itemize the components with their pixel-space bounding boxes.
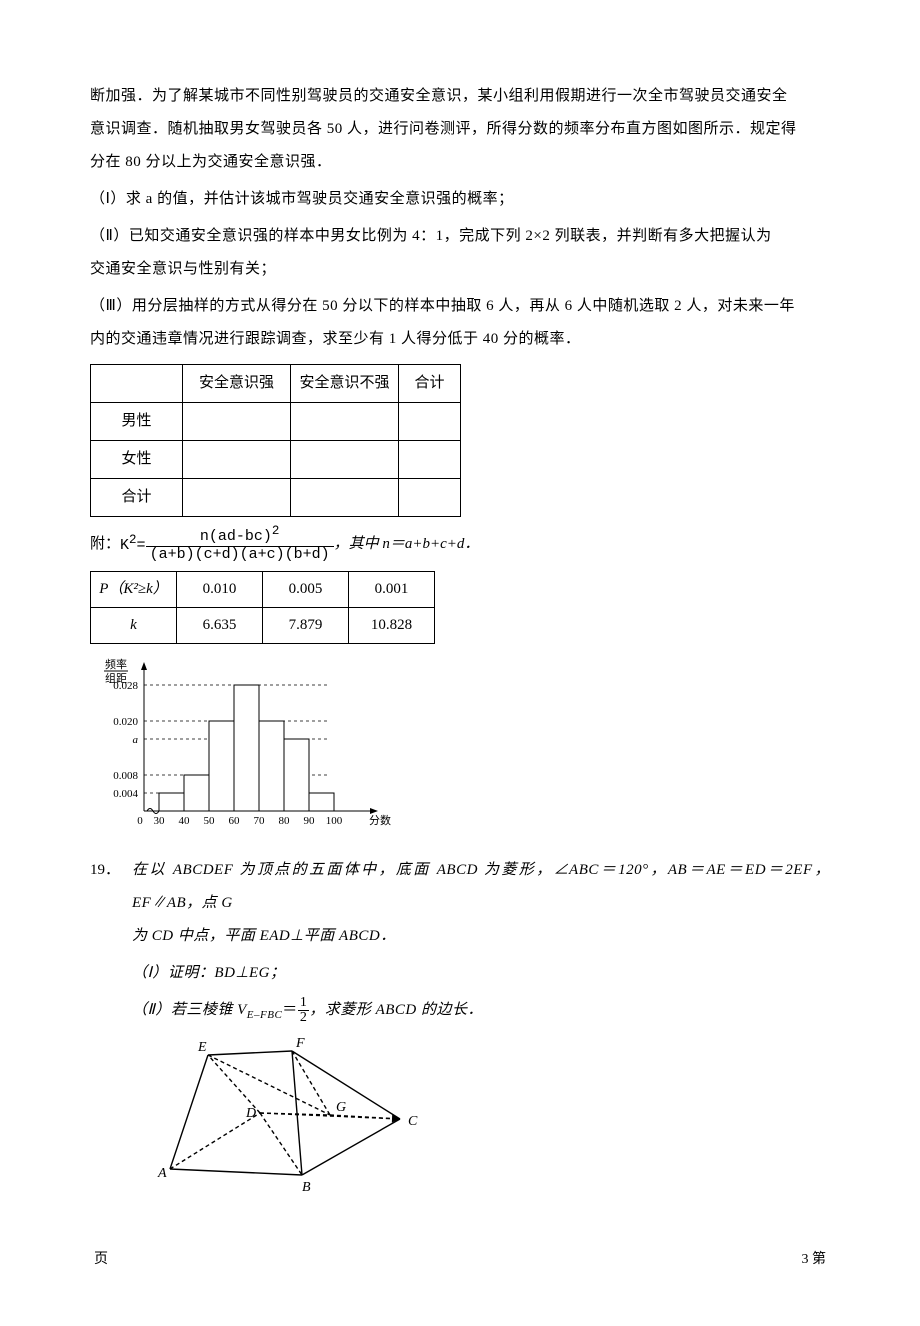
table-row: 安全意识强 安全意识不强 合计 (91, 365, 461, 403)
part-1: （Ⅰ）求 a 的值，并估计该城市驾驶员交通安全意识强的概率； (90, 183, 830, 216)
cell: k (91, 608, 177, 644)
footer-right: 3 第 (802, 1245, 827, 1276)
svg-text:G: G (336, 1100, 346, 1115)
part-2b: 交通安全意识与性别有关； (90, 253, 830, 286)
svg-text:a: a (133, 734, 139, 746)
formula-lhs: K (120, 537, 129, 554)
svg-text:频率: 频率 (105, 657, 127, 671)
table-row: P（K²≥k） 0.010 0.005 0.001 (91, 572, 435, 608)
cell (91, 365, 183, 403)
part-3b: 内的交通违章情况进行跟踪调查，求至少有 1 人得分低于 40 分的概率． (90, 323, 830, 356)
cell (291, 403, 399, 441)
table-row: 女性 (91, 441, 461, 479)
cell: 安全意识不强 (291, 365, 399, 403)
contingency-table: 安全意识强 安全意识不强 合计 男性 女性 合计 (90, 364, 461, 517)
cell: 0.010 (177, 572, 263, 608)
formula-prefix: 附： (90, 528, 120, 561)
svg-text:分数: 分数 (369, 814, 391, 827)
page-footer: 页 3 第 (90, 1245, 830, 1276)
formula-suffix: ，其中 n＝a+b+c+d． (334, 528, 480, 561)
polyhedron-diagram: A B C D E F G (152, 1037, 830, 1205)
intro-line-2: 意识调查．随机抽取男女驾驶员各 50 人，进行问卷测评，所得分数的频率分布直方图… (90, 113, 830, 146)
cell: 合计 (91, 479, 183, 517)
fraction-one-half: 12 (298, 996, 310, 1025)
cell (291, 441, 399, 479)
cell (399, 441, 461, 479)
footer-left: 页 (94, 1245, 108, 1276)
svg-text:70: 70 (254, 815, 266, 827)
chi-square-formula: 附： K2= n(ad-bc)2 (a+b)(c+d)(a+c)(b+d) ，其… (90, 525, 830, 563)
histogram-svg: 频率组距0.0040.008a0.0200.028030405060708090… (94, 656, 394, 831)
svg-text:A: A (157, 1166, 167, 1181)
cell: 女性 (91, 441, 183, 479)
svg-text:F: F (295, 1037, 305, 1051)
part-3a: （Ⅲ）用分层抽样的方式从得分在 50 分以下的样本中抽取 6 人，再从 6 人中… (90, 290, 830, 323)
svg-text:E: E (197, 1040, 207, 1055)
svg-text:0.020: 0.020 (113, 716, 138, 728)
cell: 0.001 (349, 572, 435, 608)
svg-text:0.004: 0.004 (113, 788, 138, 800)
svg-text:90: 90 (304, 815, 316, 827)
critical-value-table: P（K²≥k） 0.010 0.005 0.001 k 6.635 7.879 … (90, 571, 435, 644)
geometry-svg: A B C D E F G (152, 1037, 422, 1192)
svg-text:60: 60 (229, 815, 241, 827)
svg-text:B: B (302, 1180, 311, 1192)
q19-line-2: 为 CD 中点，平面 EAD⊥平面 ABCD． (132, 920, 830, 953)
table-row: 合计 (91, 479, 461, 517)
svg-text:C: C (408, 1114, 418, 1129)
cell: 6.635 (177, 608, 263, 644)
cell (183, 403, 291, 441)
svg-text:80: 80 (279, 815, 291, 827)
cell (399, 403, 461, 441)
svg-text:30: 30 (154, 815, 166, 827)
frequency-histogram: 频率组距0.0040.008a0.0200.028030405060708090… (94, 656, 830, 844)
cell: 7.879 (263, 608, 349, 644)
svg-text:0: 0 (137, 815, 143, 827)
table-row: k 6.635 7.879 10.828 (91, 608, 435, 644)
problem-number: 19． (90, 854, 132, 1205)
svg-text:0.028: 0.028 (113, 680, 138, 692)
cell: P（K²≥k） (91, 572, 177, 608)
table-row: 男性 (91, 403, 461, 441)
svg-text:50: 50 (204, 815, 216, 827)
problem-19: 19． 在以 ABCDEF 为顶点的五面体中，底面 ABCD 为菱形，∠ABC＝… (90, 854, 830, 1205)
cell: 合计 (399, 365, 461, 403)
formula-sup: 2 (129, 533, 137, 547)
svg-text:40: 40 (179, 815, 191, 827)
cell (183, 441, 291, 479)
q19-part-2: （Ⅱ）若三棱锥 VE–FBC＝12，求菱形 ABCD 的边长． (132, 994, 830, 1027)
cell (291, 479, 399, 517)
svg-text:D: D (245, 1106, 256, 1121)
cell: 10.828 (349, 608, 435, 644)
intro-line-3: 分在 80 分以上为交通安全意识强． (90, 146, 830, 179)
formula-fraction: n(ad-bc)2 (a+b)(c+d)(a+c)(b+d) (146, 525, 334, 563)
svg-text:100: 100 (326, 815, 343, 827)
q19-part-1: （Ⅰ）证明：BD⊥EG； (132, 957, 830, 990)
intro-line-1: 断加强．为了解某城市不同性别驾驶员的交通安全意识，某小组利用假期进行一次全市驾驶… (90, 80, 830, 113)
svg-text:0.008: 0.008 (113, 770, 138, 782)
cell: 安全意识强 (183, 365, 291, 403)
cell (183, 479, 291, 517)
cell: 男性 (91, 403, 183, 441)
formula-eq: = (137, 537, 146, 554)
q19-line-1: 在以 ABCDEF 为顶点的五面体中，底面 ABCD 为菱形，∠ABC＝120°… (132, 854, 830, 920)
part-2a: （Ⅱ）已知交通安全意识强的样本中男女比例为 4：1，完成下列 2×2 列联表，并… (90, 220, 830, 253)
cell (399, 479, 461, 517)
problem-18-body: 断加强．为了解某城市不同性别驾驶员的交通安全意识，某小组利用假期进行一次全市驾驶… (90, 80, 830, 844)
cell: 0.005 (263, 572, 349, 608)
